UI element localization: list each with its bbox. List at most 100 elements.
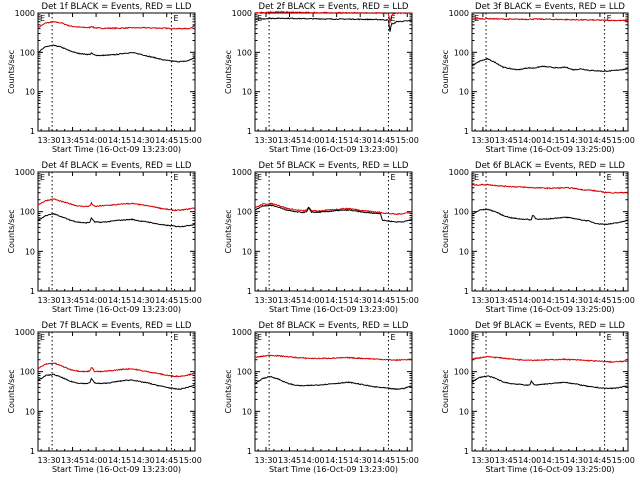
marker-label-right: E bbox=[607, 173, 612, 182]
x-tick-label: 14:30 bbox=[349, 296, 372, 305]
marker-label-right: E bbox=[607, 14, 612, 23]
y-tick-label: 100 bbox=[20, 368, 35, 377]
x-tick-label: 15:00 bbox=[612, 296, 635, 305]
y-axis-label: Counts/sec bbox=[441, 209, 450, 253]
y-tick-label: 10 bbox=[242, 88, 252, 97]
x-tick-label: 13:45 bbox=[61, 296, 84, 305]
panel-title: Det 4f BLACK = Events, RED = LLD bbox=[42, 161, 192, 171]
plot-frame bbox=[471, 331, 629, 452]
y-tick-label: 100 bbox=[237, 368, 252, 377]
x-tick-label: 14:00 bbox=[85, 136, 108, 145]
y-tick-label: 100 bbox=[237, 208, 252, 217]
y-tick-label: 10 bbox=[459, 88, 469, 97]
x-axis-label: Start Time (16-Oct-09 13:23:00) bbox=[52, 465, 181, 474]
x-axis-label: Start Time (16-Oct-09 13:23:00) bbox=[269, 145, 398, 154]
x-tick-label: 14:00 bbox=[302, 296, 325, 305]
x-tick-label: 14:30 bbox=[132, 296, 155, 305]
x-tick-label: 13:45 bbox=[495, 136, 518, 145]
x-tick-label: 14:30 bbox=[349, 456, 372, 465]
y-tick-label: 1 bbox=[464, 447, 469, 456]
y-tick-label: 10 bbox=[242, 407, 252, 416]
panel-det-7: Det 7f BLACK = Events, RED = LLD Counts/s… bbox=[7, 321, 202, 474]
x-tick-label: 14:00 bbox=[518, 136, 541, 145]
plot-frame bbox=[37, 171, 196, 292]
series-events-line bbox=[254, 375, 412, 391]
marker-label-left: E bbox=[474, 333, 479, 342]
x-tick-label: 14:30 bbox=[565, 136, 588, 145]
marker-label-left: E bbox=[40, 333, 45, 342]
x-tick-label: 13:45 bbox=[61, 456, 84, 465]
x-tick-label: 14:15 bbox=[542, 136, 565, 145]
x-tick-label: 13:30 bbox=[254, 456, 277, 465]
x-tick-label: 14:00 bbox=[85, 456, 108, 465]
series-events-line bbox=[254, 17, 412, 32]
panel-title: Det 6f BLACK = Events, RED = LLD bbox=[475, 161, 625, 171]
x-tick-label: 14:15 bbox=[108, 456, 131, 465]
x-tick-label: 14:45 bbox=[588, 296, 611, 305]
marker-label-right: E bbox=[173, 173, 178, 182]
x-tick-label: 15:00 bbox=[612, 456, 635, 465]
series-events-line bbox=[37, 212, 195, 228]
y-axis-label: Counts/sec bbox=[7, 50, 16, 94]
marker-label-right: E bbox=[173, 333, 178, 342]
y-axis-label: Counts/sec bbox=[7, 369, 16, 413]
x-axis-label: Start Time (16-Oct-09 13:25:00) bbox=[485, 465, 614, 474]
panel-det-3: Det 3f BLACK = Events, RED = LLD Counts/s… bbox=[441, 2, 635, 154]
series-lld-line bbox=[37, 21, 195, 30]
y-tick-label: 100 bbox=[20, 208, 35, 217]
marker-label-left: E bbox=[40, 14, 45, 23]
x-tick-label: 14:30 bbox=[565, 456, 588, 465]
x-axis-label: Start Time (16-Oct-09 13:23:00) bbox=[269, 465, 398, 474]
y-tick-label: 1000 bbox=[449, 9, 469, 18]
y-tick-label: 100 bbox=[20, 48, 35, 57]
y-tick-label: 1000 bbox=[449, 168, 469, 177]
x-tick-label: 14:45 bbox=[155, 456, 178, 465]
x-tick-label: 14:00 bbox=[302, 456, 325, 465]
y-tick-label: 1 bbox=[247, 287, 252, 296]
y-tick-label: 1 bbox=[30, 127, 35, 136]
series-lld-line bbox=[254, 202, 412, 216]
plot-frame bbox=[37, 331, 196, 452]
x-tick-label: 14:15 bbox=[325, 456, 348, 465]
x-tick-label: 15:00 bbox=[396, 456, 419, 465]
marker-label-left: E bbox=[257, 333, 262, 342]
x-tick-label: 14:15 bbox=[108, 136, 131, 145]
plot-frame bbox=[254, 171, 413, 292]
panel-title: Det 2f BLACK = Events, RED = LLD bbox=[259, 2, 409, 12]
x-tick-label: 13:45 bbox=[278, 456, 301, 465]
x-axis-label: Start Time (16-Oct-09 13:23:00) bbox=[269, 305, 398, 314]
panel-det-6: Det 6f BLACK = Events, RED = LLD Counts/s… bbox=[441, 161, 635, 314]
x-tick-label: 14:45 bbox=[588, 136, 611, 145]
panel-title: Det 5f BLACK = Events, RED = LLD bbox=[259, 161, 409, 171]
y-axis-label: Counts/sec bbox=[224, 209, 233, 253]
y-tick-label: 10 bbox=[459, 247, 469, 256]
x-tick-label: 13:30 bbox=[471, 296, 494, 305]
x-tick-label: 13:45 bbox=[278, 296, 301, 305]
y-tick-label: 1 bbox=[247, 447, 252, 456]
series-events-line bbox=[471, 208, 628, 226]
series-lld-line bbox=[471, 355, 628, 364]
marker-label-right: E bbox=[390, 14, 395, 23]
x-axis-label: Start Time (16-Oct-09 13:25:00) bbox=[485, 305, 614, 314]
y-tick-label: 1000 bbox=[232, 168, 252, 177]
panel-det-8: Det 8f BLACK = Events, RED = LLD Counts/s… bbox=[224, 321, 419, 474]
series-lld-line bbox=[254, 354, 412, 362]
x-tick-label: 14:45 bbox=[372, 296, 395, 305]
y-tick-label: 10 bbox=[25, 247, 35, 256]
x-tick-label: 14:15 bbox=[542, 456, 565, 465]
x-tick-label: 14:15 bbox=[325, 136, 348, 145]
plot-frame bbox=[254, 331, 413, 452]
panel-title: Det 3f BLACK = Events, RED = LLD bbox=[475, 2, 625, 12]
y-tick-label: 100 bbox=[454, 48, 469, 57]
y-tick-label: 1 bbox=[247, 127, 252, 136]
panel-det-9: Det 9f BLACK = Events, RED = LLD Counts/s… bbox=[441, 321, 635, 474]
x-tick-label: 15:00 bbox=[612, 136, 635, 145]
panel-title: Det 8f BLACK = Events, RED = LLD bbox=[259, 321, 409, 331]
y-tick-label: 1000 bbox=[449, 328, 469, 337]
x-tick-label: 13:45 bbox=[495, 456, 518, 465]
x-tick-label: 13:30 bbox=[254, 296, 277, 305]
y-tick-label: 1 bbox=[464, 287, 469, 296]
x-tick-label: 14:30 bbox=[349, 136, 372, 145]
marker-label-right: E bbox=[390, 333, 395, 342]
y-tick-label: 1 bbox=[30, 287, 35, 296]
